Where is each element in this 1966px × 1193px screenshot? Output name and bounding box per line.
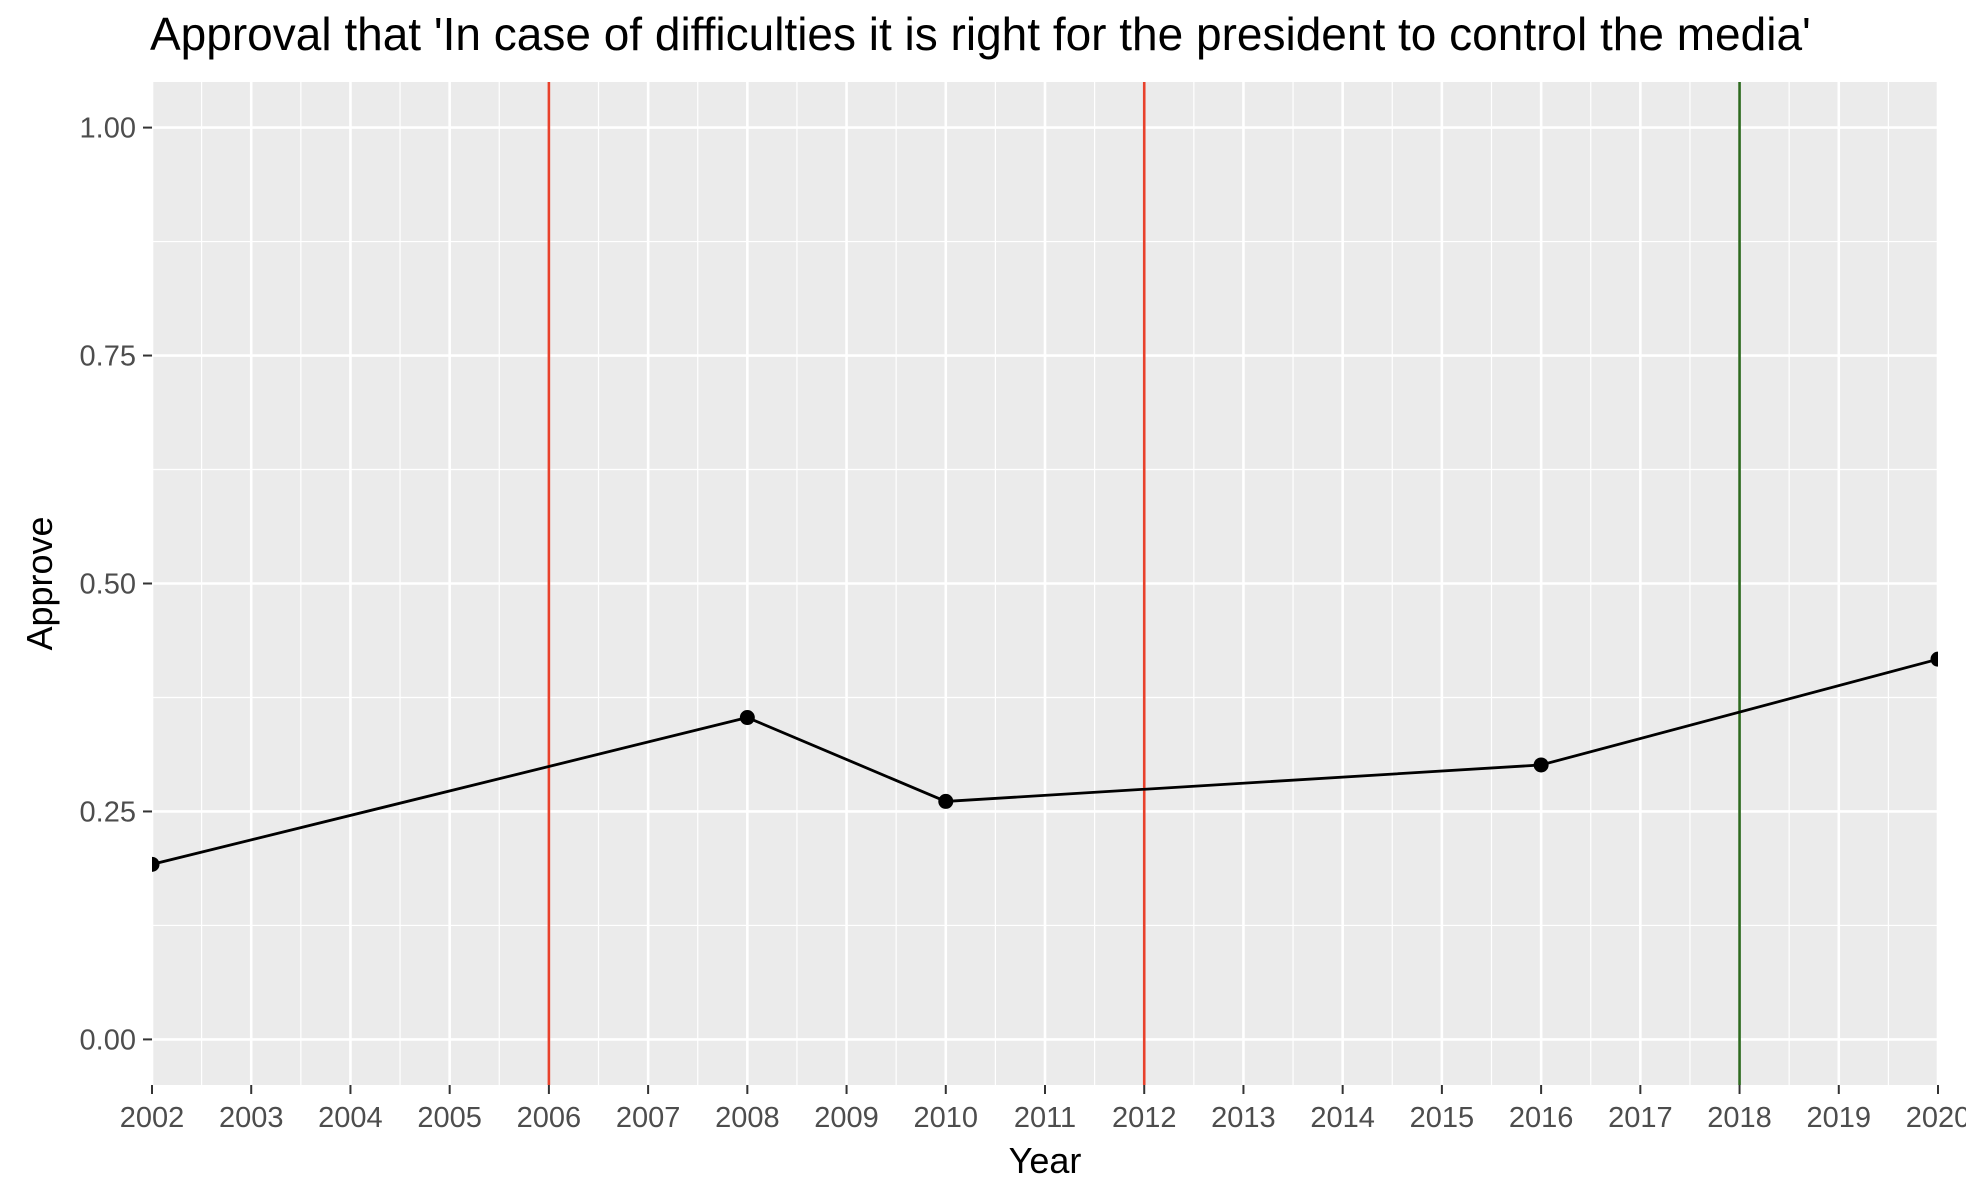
x-tick-label: 2010 [914, 1102, 979, 1134]
x-tick-label: 2006 [517, 1102, 582, 1134]
y-tick-label: 0.00 [80, 1024, 136, 1056]
x-axis: 2002 2003 2004 2005 2006 2007 2008 2009 2010 2011… [120, 1085, 1966, 1134]
x-tick-label: 2015 [1410, 1102, 1475, 1134]
data-point [1930, 651, 1938, 667]
x-tick-label: 2009 [814, 1102, 879, 1134]
x-tick-label: 2018 [1707, 1102, 1772, 1134]
x-tick-label: 2020 [1906, 1102, 1966, 1134]
y-tick-label: 0.25 [80, 796, 136, 828]
chart-title: Approval that 'In case of difficulties i… [150, 8, 1811, 60]
x-tick-label: 2007 [616, 1102, 681, 1134]
x-tick-label: 2019 [1807, 1102, 1872, 1134]
data-point [739, 710, 755, 726]
x-tick-label: 2017 [1608, 1102, 1673, 1134]
y-tick-label: 0.50 [80, 569, 136, 601]
x-tick-label: 2016 [1509, 1102, 1574, 1134]
x-tick-label: 2002 [120, 1102, 185, 1134]
data-point [1533, 757, 1549, 773]
x-tick-label: 2011 [1014, 1102, 1076, 1134]
data-point [938, 793, 954, 809]
series-layer [152, 651, 1938, 872]
x-tick-label: 2008 [715, 1102, 780, 1134]
x-tick-label: 2005 [417, 1102, 482, 1134]
y-axis-title: Approve [19, 516, 60, 650]
data-point [152, 856, 160, 872]
reference-lines [547, 82, 1741, 1085]
x-tick-label: 2004 [318, 1102, 383, 1134]
y-axis: 0.00 0.25 0.50 0.75 1.00 [80, 113, 152, 1056]
y-tick-label: 0.75 [80, 341, 136, 373]
y-tick-label: 1.00 [80, 113, 136, 145]
major-grid [150, 82, 1940, 1085]
x-tick-label: 2012 [1112, 1102, 1177, 1134]
x-tick-label: 2013 [1211, 1102, 1276, 1134]
x-tick-label: 2003 [219, 1102, 284, 1134]
x-tick-label: 2014 [1310, 1102, 1375, 1134]
x-axis-title: Year [1009, 1140, 1082, 1181]
